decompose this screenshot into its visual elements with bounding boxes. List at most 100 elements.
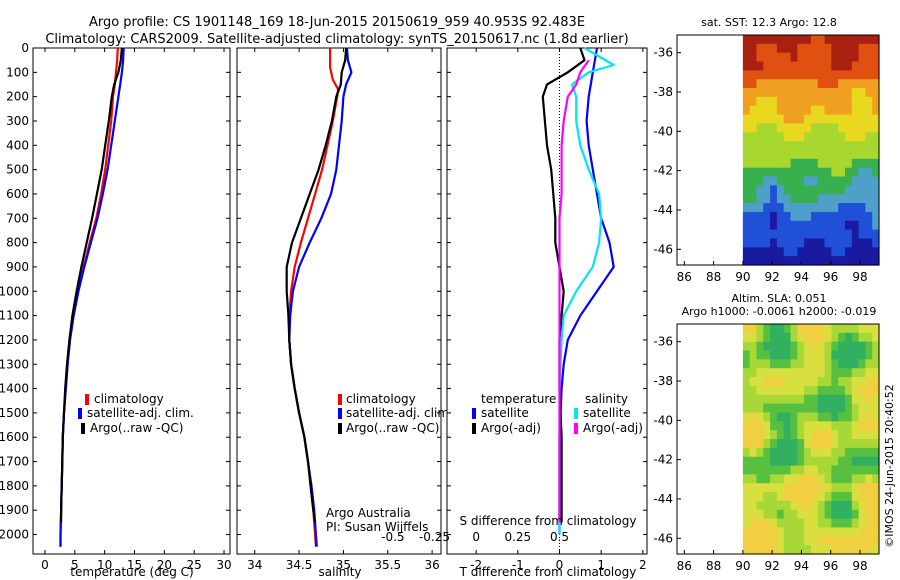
header-line2: Climatology: CARS2009. Satellite-adjuste… xyxy=(45,32,628,47)
heatmap-cell xyxy=(742,256,751,266)
x-tick-label: 34.5 xyxy=(286,558,313,572)
heatmap-cell xyxy=(804,341,812,352)
heatmap-cell xyxy=(790,430,798,440)
heatmap-cell xyxy=(824,158,832,169)
heatmap-cell xyxy=(783,150,792,160)
heatmap-cell xyxy=(742,456,751,467)
heatmap-cell xyxy=(776,377,785,387)
heatmap-cell xyxy=(749,536,758,546)
heatmap-cell xyxy=(851,377,860,387)
heatmap-cell xyxy=(810,509,819,520)
heatmap-cell xyxy=(824,394,832,405)
heatmap-cell xyxy=(865,211,873,222)
heatmap-cell xyxy=(817,447,826,458)
y-tick-label: 600 xyxy=(6,187,29,201)
heatmap-cell xyxy=(810,368,819,378)
sst-map-title: sat. SST: 12.3 Argo: 12.8 xyxy=(701,16,837,29)
heatmap-cell xyxy=(804,238,812,248)
heatmap-cell xyxy=(790,79,798,89)
series-line-salinity-argo-adj- xyxy=(558,59,590,523)
heatmap-cell xyxy=(770,211,778,222)
heatmap-cell xyxy=(804,483,812,493)
heatmap-cell xyxy=(851,545,860,555)
heatmap-cell xyxy=(804,385,812,396)
heatmap-cell xyxy=(797,350,805,360)
heatmap-cell xyxy=(810,88,819,98)
heatmap-cell xyxy=(817,368,826,378)
heatmap-cell xyxy=(749,324,758,334)
heatmap-cell xyxy=(776,447,785,458)
heatmap-cell xyxy=(858,203,866,213)
heatmap-cell xyxy=(851,238,860,248)
x-tick-label: 94 xyxy=(794,270,809,284)
heatmap-cell xyxy=(783,185,792,195)
heatmap-cell xyxy=(865,332,873,343)
heatmap-cell xyxy=(742,421,751,431)
heatmap-cell xyxy=(872,385,880,396)
heatmap-cell xyxy=(865,536,873,546)
y-tick-label: 1000 xyxy=(0,284,29,298)
heatmap-cell xyxy=(872,105,880,116)
heatmap-cell xyxy=(756,500,764,511)
heatmap-cell xyxy=(851,509,860,520)
heatmap-cell xyxy=(770,500,778,511)
heatmap-cell xyxy=(770,447,778,458)
heatmap-cell xyxy=(763,403,771,414)
heatmap-cell xyxy=(851,61,860,71)
heatmap-cell xyxy=(749,70,758,80)
heatmap-cell xyxy=(749,403,758,414)
heatmap-cell xyxy=(770,70,778,80)
heatmap-cell xyxy=(776,545,785,555)
heatmap-cell xyxy=(776,483,785,493)
heatmap-cell xyxy=(804,474,812,484)
heatmap-cell xyxy=(804,368,812,378)
heatmap-cell xyxy=(831,518,839,529)
heatmap-cell xyxy=(756,141,764,151)
heatmap-cell xyxy=(797,430,805,440)
heatmap-cell xyxy=(776,385,785,396)
heatmap-cell xyxy=(838,536,846,546)
heatmap-cell xyxy=(824,359,832,369)
heatmap-cell xyxy=(817,229,826,240)
heatmap-cell xyxy=(810,220,819,231)
heatmap-cell xyxy=(831,123,839,133)
heatmap-cell xyxy=(797,43,805,54)
heatmap-cell xyxy=(742,412,751,422)
y-tick-label: 300 xyxy=(6,114,29,128)
heatmap-cell xyxy=(810,167,819,178)
heatmap-cell xyxy=(776,150,785,160)
x-tick-label: 10 xyxy=(97,558,112,572)
heatmap-cell xyxy=(804,421,812,431)
heatmap-cell xyxy=(817,123,826,133)
heatmap-cell xyxy=(824,439,832,449)
heatmap-cell xyxy=(810,474,819,484)
heatmap-cell xyxy=(838,176,846,186)
salinity-ticks: 34 34.5 35 35.5 36 xyxy=(237,47,441,572)
heatmap-cell xyxy=(838,185,846,195)
legend-swatch-climatology xyxy=(85,394,89,405)
heatmap-cell xyxy=(872,341,880,352)
y-tick-label: 1800 xyxy=(0,479,29,493)
heatmap-cell xyxy=(783,141,792,151)
heatmap-cell xyxy=(763,220,771,231)
heatmap-cell xyxy=(756,324,764,334)
heatmap-cell xyxy=(851,70,860,80)
heatmap-cell xyxy=(872,412,880,422)
heatmap-cell xyxy=(824,332,832,343)
heatmap-cell xyxy=(844,359,853,369)
heatmap-cell xyxy=(817,500,826,511)
heatmap-cell xyxy=(817,474,826,484)
heatmap-cell xyxy=(756,439,764,449)
heatmap-cell xyxy=(838,70,846,80)
heatmap-cell xyxy=(810,229,819,240)
heatmap-cell xyxy=(851,185,860,195)
heatmap-cell xyxy=(776,70,785,80)
heatmap-cell xyxy=(749,483,758,493)
heatmap-cell xyxy=(872,70,880,80)
heatmap-cell xyxy=(776,88,785,98)
heatmap-cell xyxy=(790,403,798,414)
heatmap-cell xyxy=(776,141,785,151)
heatmap-cell xyxy=(817,52,826,63)
heatmap-cell xyxy=(858,439,866,449)
heatmap-cell xyxy=(844,158,853,169)
